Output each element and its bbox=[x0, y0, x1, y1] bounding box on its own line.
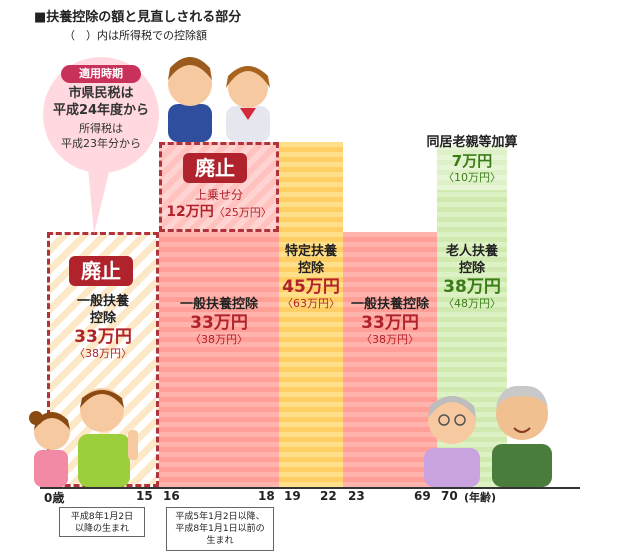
cohabit-addition-column bbox=[437, 145, 507, 190]
bubble-tail-icon bbox=[88, 168, 110, 234]
general-16-18-text: 一般扶養控除 33万円 〈38万円〉 bbox=[159, 296, 279, 347]
birth-note-mid-3: 生まれ bbox=[206, 536, 234, 546]
young-amount: 33万円 bbox=[74, 327, 132, 347]
tick-0: 0歳 bbox=[44, 491, 65, 505]
birth-note-mid-1: 平成5年1月2日以降、 bbox=[175, 512, 265, 522]
abolished-badge-young: 廃止 bbox=[69, 256, 133, 286]
tick-age-unit: (年齢) bbox=[464, 491, 497, 504]
general-23-69-amount: 33万円 bbox=[361, 313, 419, 333]
children-illustration bbox=[29, 388, 138, 487]
tick-15: 15 bbox=[136, 489, 153, 503]
general-16-18-amount: 33万円 bbox=[190, 313, 248, 333]
specific-name-1: 特定扶養 bbox=[284, 244, 337, 259]
birth-note-young: 平成8年1月2日 以降の生まれ bbox=[59, 507, 145, 537]
birth-note-young-1: 平成8年1月2日 bbox=[70, 512, 134, 522]
page-title: ■扶養控除の額と見直しされる部分 bbox=[34, 10, 242, 25]
tick-69: 69 bbox=[414, 489, 431, 503]
general-deduction-23-69-column bbox=[343, 232, 437, 487]
young-block-text: 一般扶養 控除 33万円 〈38万円〉 bbox=[49, 293, 157, 361]
elderly-couple-illustration bbox=[424, 385, 552, 487]
bubble-line-2: 平成24年度から bbox=[52, 103, 150, 118]
specific-deduction-column bbox=[279, 142, 343, 487]
young-couple-illustration bbox=[168, 57, 270, 142]
general-23-69-text: 一般扶養控除 33万円 〈38万円〉 bbox=[343, 296, 437, 347]
surcharge-amount: 12万円 bbox=[166, 204, 214, 220]
abolished-badge-surcharge: 廃止 bbox=[183, 153, 247, 183]
surcharge-amount-line: 12万円〈25万円〉 bbox=[161, 202, 277, 222]
surcharge-paren: 〈25万円〉 bbox=[213, 206, 272, 219]
age-axis bbox=[40, 487, 580, 489]
elderly-name-1: 老人扶養 bbox=[445, 244, 498, 259]
specific-paren: 〈63万円〉 bbox=[282, 297, 340, 310]
young-name-1: 一般扶養 bbox=[76, 294, 129, 309]
young-name-2: 控除 bbox=[89, 311, 116, 326]
effective-period-bubble: 適用時期 市県民税は 平成24年度から 所得税は 平成23年分から bbox=[43, 57, 159, 173]
tick-18: 18 bbox=[258, 489, 275, 503]
specific-text: 特定扶養 控除 45万円 〈63万円〉 bbox=[279, 243, 343, 311]
cohabit-paren: 〈10万円〉 bbox=[443, 171, 501, 184]
birth-note-mid: 平成5年1月2日以降、 平成8年1月1日以前の 生まれ bbox=[166, 507, 274, 551]
tick-16: 16 bbox=[163, 489, 180, 503]
tick-23: 23 bbox=[348, 489, 365, 503]
birth-note-mid-2: 平成8年1月1日以前の bbox=[175, 524, 265, 534]
bubble-line-3: 所得税は bbox=[79, 122, 123, 135]
specific-amount: 45万円 bbox=[282, 277, 340, 297]
young-paren: 〈38万円〉 bbox=[74, 347, 132, 360]
elderly-paren: 〈48万円〉 bbox=[443, 297, 501, 310]
cohabit-text: 同居老親等加算 7万円 〈10万円〉 bbox=[405, 134, 539, 185]
elderly-name-2: 控除 bbox=[458, 261, 485, 276]
cohabit-amount: 7万円 bbox=[451, 152, 493, 170]
elderly-text: 老人扶養 控除 38万円 〈48万円〉 bbox=[437, 243, 507, 311]
bubble-line-1: 市県民税は bbox=[68, 86, 134, 101]
specific-name-2: 控除 bbox=[297, 261, 324, 276]
general-23-69-name: 一般扶養控除 bbox=[350, 297, 429, 312]
tick-19: 19 bbox=[284, 489, 301, 503]
bubble-line-4: 平成23年分から bbox=[61, 137, 141, 150]
tick-22: 22 bbox=[320, 489, 337, 503]
birth-note-young-2: 以降の生まれ bbox=[74, 524, 129, 534]
page-subtitle: （ ）内は所得税での控除額 bbox=[64, 29, 207, 42]
effective-period-heading: 適用時期 bbox=[61, 65, 141, 83]
general-16-18-name: 一般扶養控除 bbox=[179, 297, 258, 312]
tick-70: 70 bbox=[441, 489, 458, 503]
cohabit-name: 同居老親等加算 bbox=[426, 135, 518, 150]
elderly-amount: 38万円 bbox=[443, 277, 501, 297]
general-23-69-paren: 〈38万円〉 bbox=[361, 333, 419, 346]
general-16-18-paren: 〈38万円〉 bbox=[190, 333, 248, 346]
surcharge-text: 上乗せ分 12万円〈25万円〉 bbox=[161, 188, 277, 222]
surcharge-name: 上乗せ分 bbox=[194, 188, 243, 202]
general-deduction-16-18-column bbox=[159, 232, 279, 487]
